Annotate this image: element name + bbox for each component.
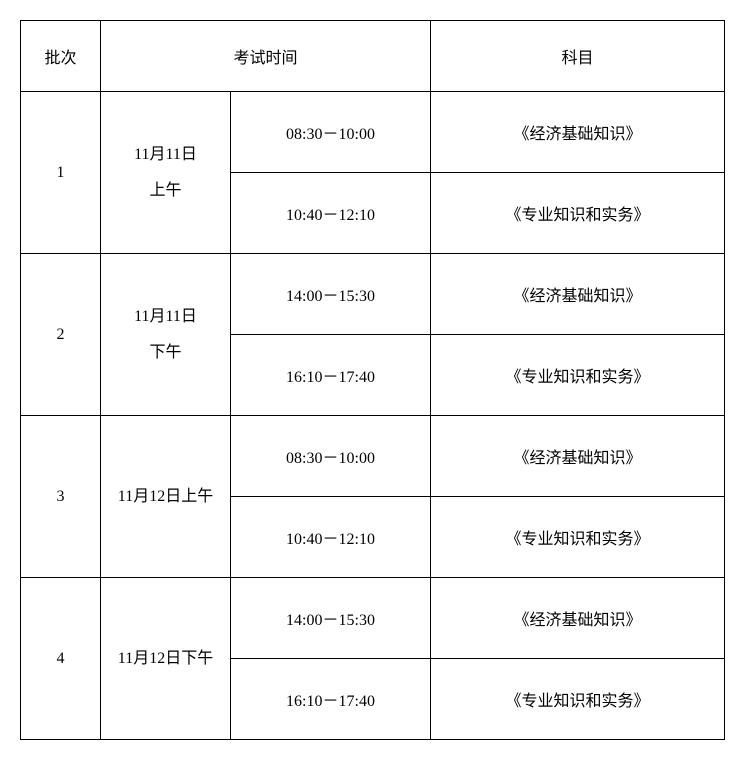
subject-cell: 《经济基础知识》	[431, 416, 725, 497]
subject-cell: 《专业知识和实务》	[431, 173, 725, 254]
time-cell: 10:40－12:10	[231, 173, 431, 254]
batch-date-cell: 11月12日下午	[101, 578, 231, 740]
batch-no-cell: 1	[21, 92, 101, 254]
subject-cell: 《专业知识和实务》	[431, 497, 725, 578]
date-line1: 11月12日上午	[118, 488, 213, 505]
batch-date-cell: 11月11日 下午	[101, 254, 231, 416]
date-line2: 上午	[149, 182, 181, 199]
col-header-exam-time: 考试时间	[101, 21, 431, 92]
subject-cell: 《专业知识和实务》	[431, 335, 725, 416]
subject-cell: 《专业知识和实务》	[431, 659, 725, 740]
col-header-subject: 科目	[431, 21, 725, 92]
batch-date-cell: 11月12日上午	[101, 416, 231, 578]
time-cell: 08:30－10:00	[231, 416, 431, 497]
date-line1: 11月12日下午	[118, 650, 213, 667]
table-row: 3 11月12日上午 08:30－10:00 《经济基础知识》	[21, 416, 725, 497]
batch-no-cell: 2	[21, 254, 101, 416]
col-header-batch: 批次	[21, 21, 101, 92]
date-line2: 下午	[149, 344, 181, 361]
time-cell: 16:10－17:40	[231, 659, 431, 740]
time-cell: 08:30－10:00	[231, 92, 431, 173]
batch-no-cell: 3	[21, 416, 101, 578]
table-header-row: 批次 考试时间 科目	[21, 21, 725, 92]
date-line1: 11月11日	[134, 308, 197, 325]
batch-date-cell: 11月11日 上午	[101, 92, 231, 254]
table-row: 2 11月11日 下午 14:00－15:30 《经济基础知识》	[21, 254, 725, 335]
subject-cell: 《经济基础知识》	[431, 254, 725, 335]
time-cell: 16:10－17:40	[231, 335, 431, 416]
subject-cell: 《经济基础知识》	[431, 578, 725, 659]
exam-schedule-table: 批次 考试时间 科目 1 11月11日 上午 08:30－10:00 《经济基础…	[20, 20, 725, 740]
time-cell: 14:00－15:30	[231, 254, 431, 335]
date-line1: 11月11日	[134, 146, 197, 163]
batch-no-cell: 4	[21, 578, 101, 740]
table-row: 1 11月11日 上午 08:30－10:00 《经济基础知识》	[21, 92, 725, 173]
time-cell: 14:00－15:30	[231, 578, 431, 659]
subject-cell: 《经济基础知识》	[431, 92, 725, 173]
table-row: 4 11月12日下午 14:00－15:30 《经济基础知识》	[21, 578, 725, 659]
time-cell: 10:40－12:10	[231, 497, 431, 578]
